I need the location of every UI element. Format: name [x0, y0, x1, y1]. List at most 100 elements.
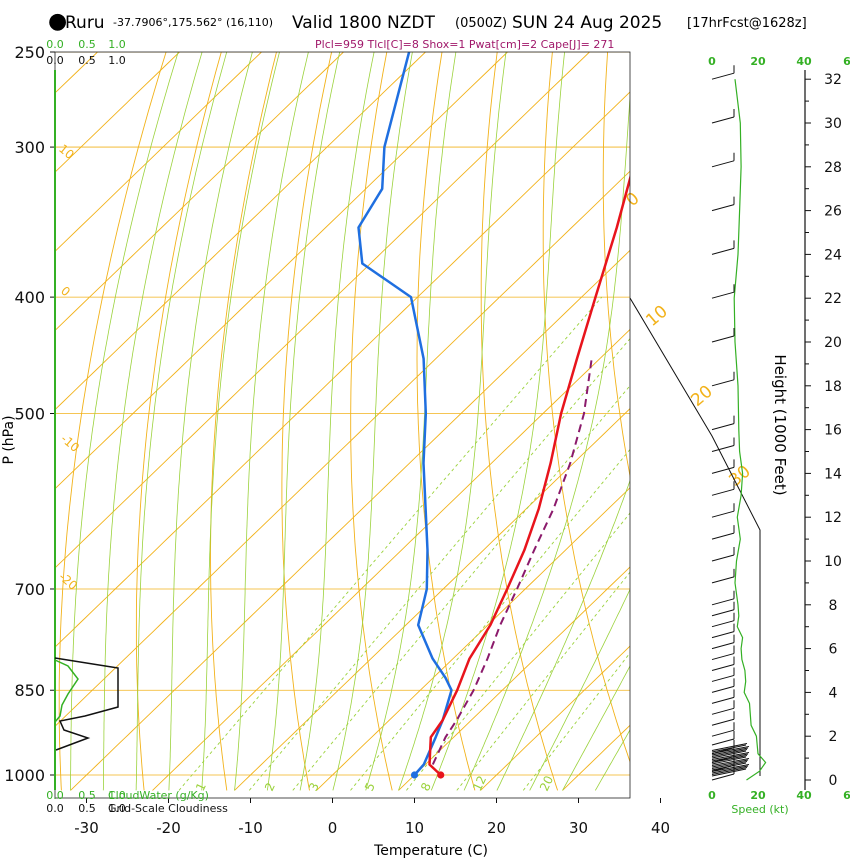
mixing-ratio-line	[456, 571, 630, 791]
dry-adiabat-line	[350, 52, 393, 791]
pressure-tick-label: 400	[14, 288, 45, 307]
cloudiness-bottom-tick: 0.5	[78, 802, 96, 815]
wind-barb-shaft	[711, 510, 735, 518]
dry-adiabat-label: 30	[725, 462, 754, 491]
speed-top-label: 6	[843, 55, 850, 68]
height-tick-label: 24	[824, 247, 842, 263]
height-tick-label: 6	[829, 642, 838, 658]
pressure-tick-label: 500	[14, 405, 45, 424]
station-coords: -37.7906°,175.562° (16,110)	[113, 16, 273, 29]
moist-adiabat-line	[201, 52, 280, 791]
surface-temperature-dot	[437, 771, 445, 779]
cloudiness-bottom-tick: 0.0	[46, 802, 64, 815]
wind-barb-surface	[711, 767, 748, 775]
isotherm-line	[398, 566, 630, 791]
pressure-tick-label: 250	[14, 43, 45, 62]
wind-barb-surface	[711, 749, 748, 757]
speed-profile-line	[733, 79, 767, 781]
height-tick-label: 2	[829, 729, 838, 745]
isotherm-line	[55, 170, 630, 727]
wind-barb-shaft	[711, 685, 735, 693]
height-tick-label: 22	[824, 291, 842, 307]
moist-adiabat-line	[332, 52, 413, 791]
forecast-tag: [17hrFcst@1628z]	[687, 16, 807, 31]
dry-adiabat-line	[602, 52, 630, 479]
mixing-ratio-line	[248, 337, 630, 791]
wind-barb-shaft	[711, 576, 735, 584]
wind-barb-shaft	[711, 160, 735, 168]
stability-indices: Plcl=959 Tlcl[C]=8 Shox=1 Pwat[cm]=2 Cap…	[315, 38, 614, 51]
x-axis-title: Temperature (C)	[373, 843, 488, 859]
cloudiness-line	[54, 657, 119, 751]
height-tick-label: 28	[824, 160, 842, 176]
isotherm-line	[70, 249, 630, 791]
parcel-trace	[431, 358, 593, 765]
wind-barb-shaft	[711, 466, 735, 474]
valid-time: Valid 1800 NZDT	[292, 13, 435, 33]
isotherm-line	[55, 52, 590, 569]
isotherm-line	[55, 52, 426, 411]
speed-bottom-label: 0	[708, 789, 716, 802]
temperature-line	[428, 174, 630, 776]
wind-barb-shaft	[711, 554, 735, 562]
wind-barb-shaft	[711, 664, 735, 671]
dry-adiabat-line	[58, 52, 167, 791]
y-axis-title: P (hPa)	[1, 415, 17, 464]
utc-time: (0500Z)	[455, 16, 507, 31]
wind-barb-shaft	[711, 598, 735, 606]
wind-barb-surface	[711, 747, 749, 756]
wind-barb-shaft	[711, 609, 735, 617]
mixing-ratio-label: 5	[362, 780, 378, 793]
pressure-tick-label: 1000	[4, 766, 45, 785]
pressure-axis: 1000 850 700 500 400 300 250	[4, 43, 55, 785]
wind-barb-shaft	[711, 707, 735, 715]
wind-barb-shaft	[711, 696, 735, 704]
isotherm-line	[480, 645, 630, 791]
moist-adiabat-line	[562, 665, 630, 791]
valid-date: SUN 24 Aug 2025	[512, 13, 662, 33]
x-tick-label: 0	[328, 819, 338, 837]
dry-adiabat-line	[210, 52, 277, 791]
cloud-water-bottom-tick: 0.0	[46, 789, 64, 802]
speed-top-label: 0	[708, 55, 716, 68]
cloud-panel: 0.00.00.50.51.01.00.00.00.50.51.01.0	[46, 38, 126, 815]
wind-barb-surface	[711, 758, 750, 766]
cloudiness-top-tick: 1.0	[108, 54, 126, 67]
wind-barb-shaft	[711, 631, 735, 639]
x-tick-label: 30	[569, 819, 588, 837]
station-name: Ruru	[65, 13, 105, 33]
wind-barb-shaft	[711, 642, 735, 650]
temperature-axis: -30 -20 -10 0 10 20 30 40	[74, 798, 670, 837]
x-tick-label: 10	[405, 819, 424, 837]
moist-adiabat-line	[102, 52, 203, 791]
wind-barb-surface	[711, 755, 748, 763]
surface-dewpoint-dot	[410, 771, 419, 779]
wind-barb-shaft	[711, 674, 735, 682]
wind-barb-shaft	[711, 532, 735, 540]
height-tick-label: 32	[824, 72, 842, 88]
speed-top-label: 20	[750, 55, 766, 68]
wind-barb-shaft	[711, 729, 735, 737]
cloud-water-top-tick: 0.5	[78, 38, 96, 51]
mixing-ratio-line	[292, 385, 630, 791]
dry-adiabat-line	[135, 52, 222, 791]
wind-barb-surface	[711, 753, 749, 762]
cloud-water-label: CloudWater (g/Kg)	[108, 789, 209, 802]
isotherm-line	[234, 408, 630, 791]
cloudiness-top-tick: 0.5	[78, 54, 96, 67]
background-lines	[55, 52, 630, 791]
dry-adiabat-line	[480, 52, 559, 791]
moist-adiabat-line	[529, 588, 630, 791]
wind-barb-surface	[711, 759, 749, 768]
height-tick-label: 26	[824, 204, 842, 220]
wind-barb-shaft	[711, 247, 735, 255]
wind-barb-surface	[711, 750, 747, 759]
wind-barb-shaft	[711, 291, 735, 299]
pressure-tick-label: 300	[14, 138, 45, 157]
isotherm-line	[55, 52, 508, 490]
wind-barb-shaft	[711, 488, 735, 496]
wind-barb-shaft	[711, 423, 735, 431]
wind-barb-shaft	[711, 738, 735, 746]
wind-barb-surface	[711, 746, 750, 754]
